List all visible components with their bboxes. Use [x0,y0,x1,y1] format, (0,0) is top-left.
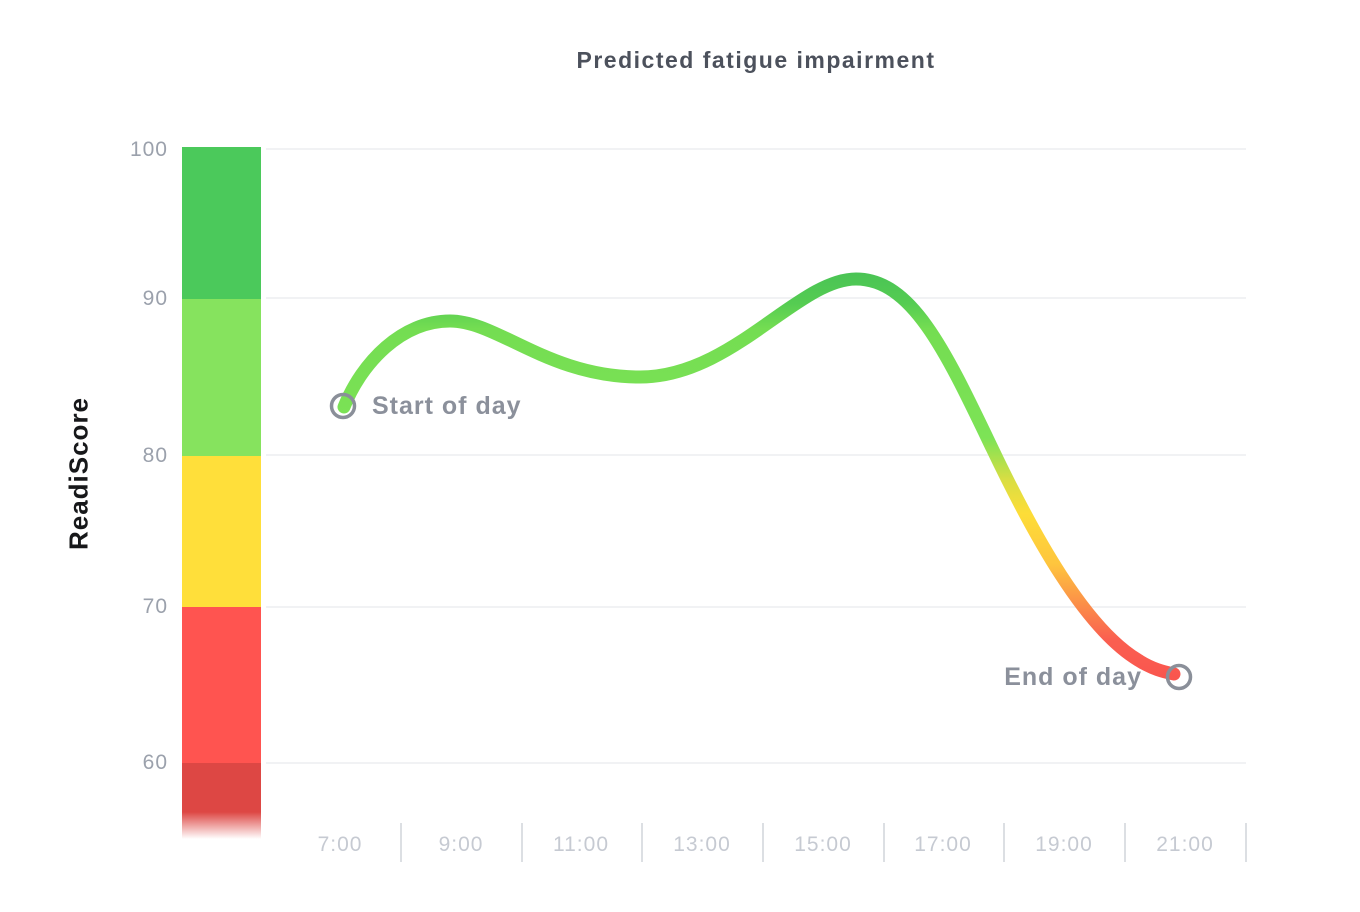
x-tick-mark [762,823,764,862]
y-tick-label-70: 70 [142,595,168,618]
x-tick-mark [1245,823,1247,862]
x-tick-mark [1124,823,1126,862]
y-axis-title: ReadiScore [63,396,94,551]
x-tick-label-17: 17:00 [914,833,972,856]
gridline-90 [266,297,1246,299]
x-tick-label-15: 15:00 [794,833,852,856]
score-band-zone-below-60 [182,763,261,812]
x-tick-mark [1003,823,1005,862]
x-tick-label-11: 11:00 [553,833,609,856]
gridline-100 [266,148,1246,150]
y-tick-label-80: 80 [142,444,168,467]
gridline-80 [266,454,1246,456]
x-tick-label-21: 21:00 [1156,833,1214,856]
x-tick-label-19: 19:00 [1035,833,1093,856]
score-band-zone-90-100 [182,147,261,299]
x-tick-label-9: 9:00 [438,833,484,856]
end-of-day-label: End of day [1004,663,1142,691]
x-tick-label-13: 13:00 [673,833,731,856]
y-tick-label-100: 100 [129,138,168,161]
score-band-fade [182,812,261,839]
y-tick-label-60: 60 [142,751,168,774]
score-band-zone-60-70 [182,607,261,763]
x-tick-mark [400,823,402,862]
gridline-70 [266,606,1246,608]
gridline-60 [266,762,1246,764]
x-tick-mark [883,823,885,862]
x-tick-mark [641,823,643,862]
fatigue-curve-line [337,272,1181,681]
x-tick-mark [521,823,523,862]
chart-title: Predicted fatigue impairment [576,47,936,73]
score-band-zone-70-80 [182,456,261,607]
y-tick-label-90: 90 [142,287,168,310]
end-point-ring-icon [1165,663,1193,691]
start-of-day-label: Start of day [372,392,522,420]
score-band-zone-80-90 [182,299,261,456]
x-tick-label-7: 7:00 [317,833,363,856]
start-point-ring-icon [329,392,357,420]
